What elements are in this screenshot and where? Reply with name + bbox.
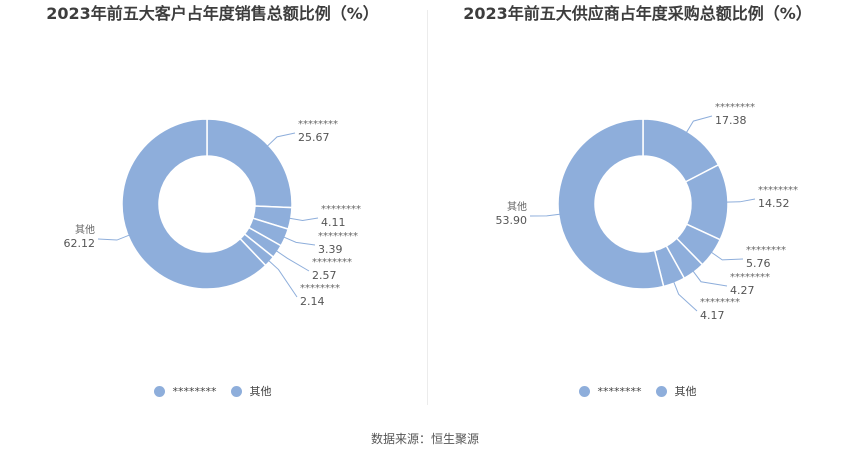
legend-item-other[interactable]: 其他: [655, 383, 697, 399]
slice-category-label: ********: [715, 102, 755, 113]
chart-legend: ******** 其他: [425, 383, 850, 399]
leader-line: [266, 132, 296, 147]
slice-value-label: 4.17: [700, 309, 725, 322]
leader-line: [685, 115, 713, 134]
leader-line: [283, 236, 316, 246]
slice-category-label: ********: [700, 297, 740, 308]
chart-title: 2023年前五大供应商占年度采购总额比例（%）: [463, 4, 812, 23]
slice-value-label: 62.12: [64, 237, 96, 250]
slice-category-label: 其他: [507, 200, 527, 213]
slice-category-label: ********: [300, 283, 340, 294]
leader-line: [288, 217, 319, 222]
data-source: 数据来源：恒生聚源: [370, 432, 479, 446]
slice-value-label: 17.38: [715, 114, 747, 127]
chart-legend: ******** 其他: [0, 383, 425, 399]
leader-line: [692, 270, 728, 287]
slice-category-label: ********: [758, 185, 798, 196]
legend-item-named[interactable]: ********: [153, 384, 217, 398]
slice-value-label: 4.27: [730, 284, 755, 297]
leader-line: [97, 234, 131, 241]
slice-category-label: ********: [746, 245, 786, 256]
slice-value-label: 25.67: [298, 131, 330, 144]
slice-value-label: 14.52: [758, 197, 790, 210]
legend-item-other[interactable]: 其他: [230, 383, 272, 399]
donut-slice[interactable]: [206, 118, 293, 209]
slice-value-label: 2.14: [300, 295, 325, 308]
legend-dot-icon: [578, 385, 590, 397]
legend-item-named[interactable]: ********: [578, 384, 642, 398]
slice-category-label: ********: [321, 204, 361, 215]
slice-value-label: 53.90: [496, 214, 528, 227]
donut-slice[interactable]: [121, 118, 267, 290]
donut-slice[interactable]: [557, 118, 665, 290]
leader-line: [673, 281, 698, 312]
slice-value-label: 5.76: [746, 257, 771, 270]
legend-label: 其他: [249, 385, 272, 398]
legend-dot-icon: [655, 385, 667, 397]
customer-chart-panel: 2023年前五大客户占年度销售总额比例（%） ******** 25.67 ****…: [0, 0, 425, 420]
slice-value-label: 4.11: [321, 216, 346, 229]
slice-category-label: ********: [298, 119, 338, 130]
supplier-donut-chart: ********17.38********14.52********5.76**…: [496, 102, 799, 322]
leader-line: [267, 259, 298, 298]
slice-category-label: ********: [730, 272, 770, 283]
leader-line: [710, 251, 744, 261]
legend-label: 其他: [674, 385, 697, 398]
legend-label: ********: [172, 384, 217, 398]
slice-value-label: 3.39: [318, 243, 343, 256]
slice-value-label: 2.57: [312, 269, 337, 282]
legend-label: ********: [597, 384, 642, 398]
legend-dot-icon: [230, 385, 242, 397]
chart-title: 2023年前五大客户占年度销售总额比例（%）: [46, 4, 379, 23]
slice-category-label: ********: [318, 231, 358, 242]
legend-dot-icon: [153, 385, 165, 397]
leader-line: [275, 250, 310, 272]
customer-donut-chart: ********25.67********4.11********3.39***…: [64, 118, 361, 308]
supplier-chart-panel: 2023年前五大供应商占年度采购总额比例（%） ******** 17.38 ***…: [425, 0, 850, 420]
leader-line: [725, 198, 756, 203]
slice-category-label: ********: [312, 257, 352, 268]
panel-divider: [427, 10, 428, 405]
slice-category-label: 其他: [75, 223, 95, 236]
leader-line: [529, 213, 561, 217]
